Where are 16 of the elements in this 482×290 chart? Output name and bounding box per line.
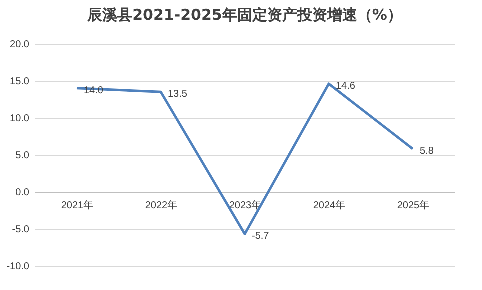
x-tick-label: 2021年: [61, 200, 94, 212]
data-label: 13.5: [168, 89, 188, 100]
x-tick-label: 2025年: [397, 200, 430, 212]
y-tick-label: 10.0: [10, 114, 30, 124]
data-label: -5.7: [252, 231, 270, 242]
chart-title: 辰溪县2021-2025年固定资产投资增速（%）: [86, 6, 402, 24]
y-tick-label: -10.0: [6, 262, 30, 272]
y-tick-label: 0.0: [16, 188, 30, 198]
y-tick-label: 5.0: [16, 150, 30, 162]
data-label: 14.6: [336, 80, 356, 92]
data-label: 5.8: [420, 146, 434, 158]
y-tick-label: -5.0: [12, 224, 30, 236]
x-tick-label: 2022年: [145, 200, 178, 212]
y-tick-label: 15.0: [10, 76, 30, 88]
x-tick-label: 2024年: [313, 200, 346, 212]
y-tick-label: 20.0: [10, 40, 30, 50]
